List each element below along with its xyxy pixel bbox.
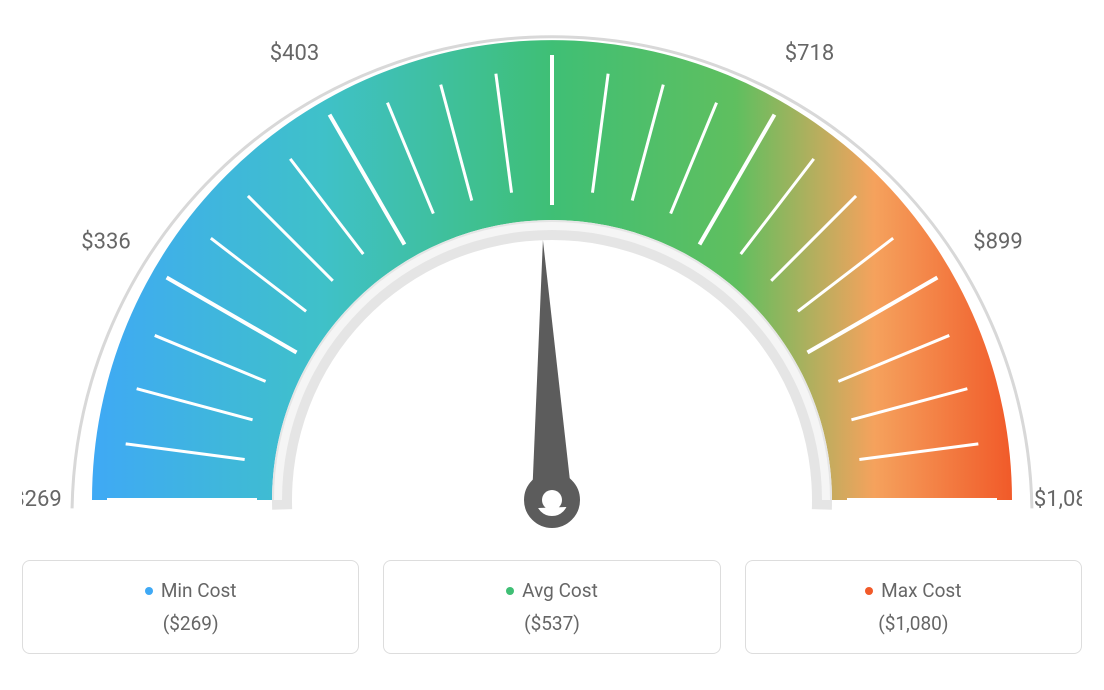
legend-card-max: Max Cost ($1,080): [745, 560, 1082, 654]
legend-value-min: ($269): [163, 612, 219, 635]
legend-value-max: ($1,080): [878, 612, 948, 635]
legend-text-min: Min Cost: [161, 579, 237, 602]
legend-card-avg: Avg Cost ($537): [383, 560, 720, 654]
legend-dot-max: [865, 587, 873, 595]
legend-label-avg: Avg Cost: [506, 579, 598, 602]
legend-card-min: Min Cost ($269): [22, 560, 359, 654]
svg-text:$269: $269: [22, 487, 62, 512]
legend-label-max: Max Cost: [865, 579, 961, 602]
legend-dot-min: [145, 587, 153, 595]
legend-label-min: Min Cost: [145, 579, 237, 602]
svg-text:$403: $403: [270, 41, 319, 66]
svg-text:$899: $899: [973, 229, 1022, 254]
svg-text:$718: $718: [785, 41, 834, 66]
legend-text-avg: Avg Cost: [522, 579, 598, 602]
legend-text-max: Max Cost: [881, 579, 961, 602]
legend-row: Min Cost ($269) Avg Cost ($537) Max Cost…: [22, 560, 1082, 654]
svg-text:$336: $336: [81, 229, 130, 254]
legend-value-avg: ($537): [524, 612, 580, 635]
legend-dot-avg: [506, 587, 514, 595]
gauge-svg: $269$336$403$537$718$899$1,080: [22, 20, 1082, 540]
svg-text:$1,080: $1,080: [1034, 487, 1082, 512]
gauge-chart: $269$336$403$537$718$899$1,080: [22, 20, 1082, 540]
